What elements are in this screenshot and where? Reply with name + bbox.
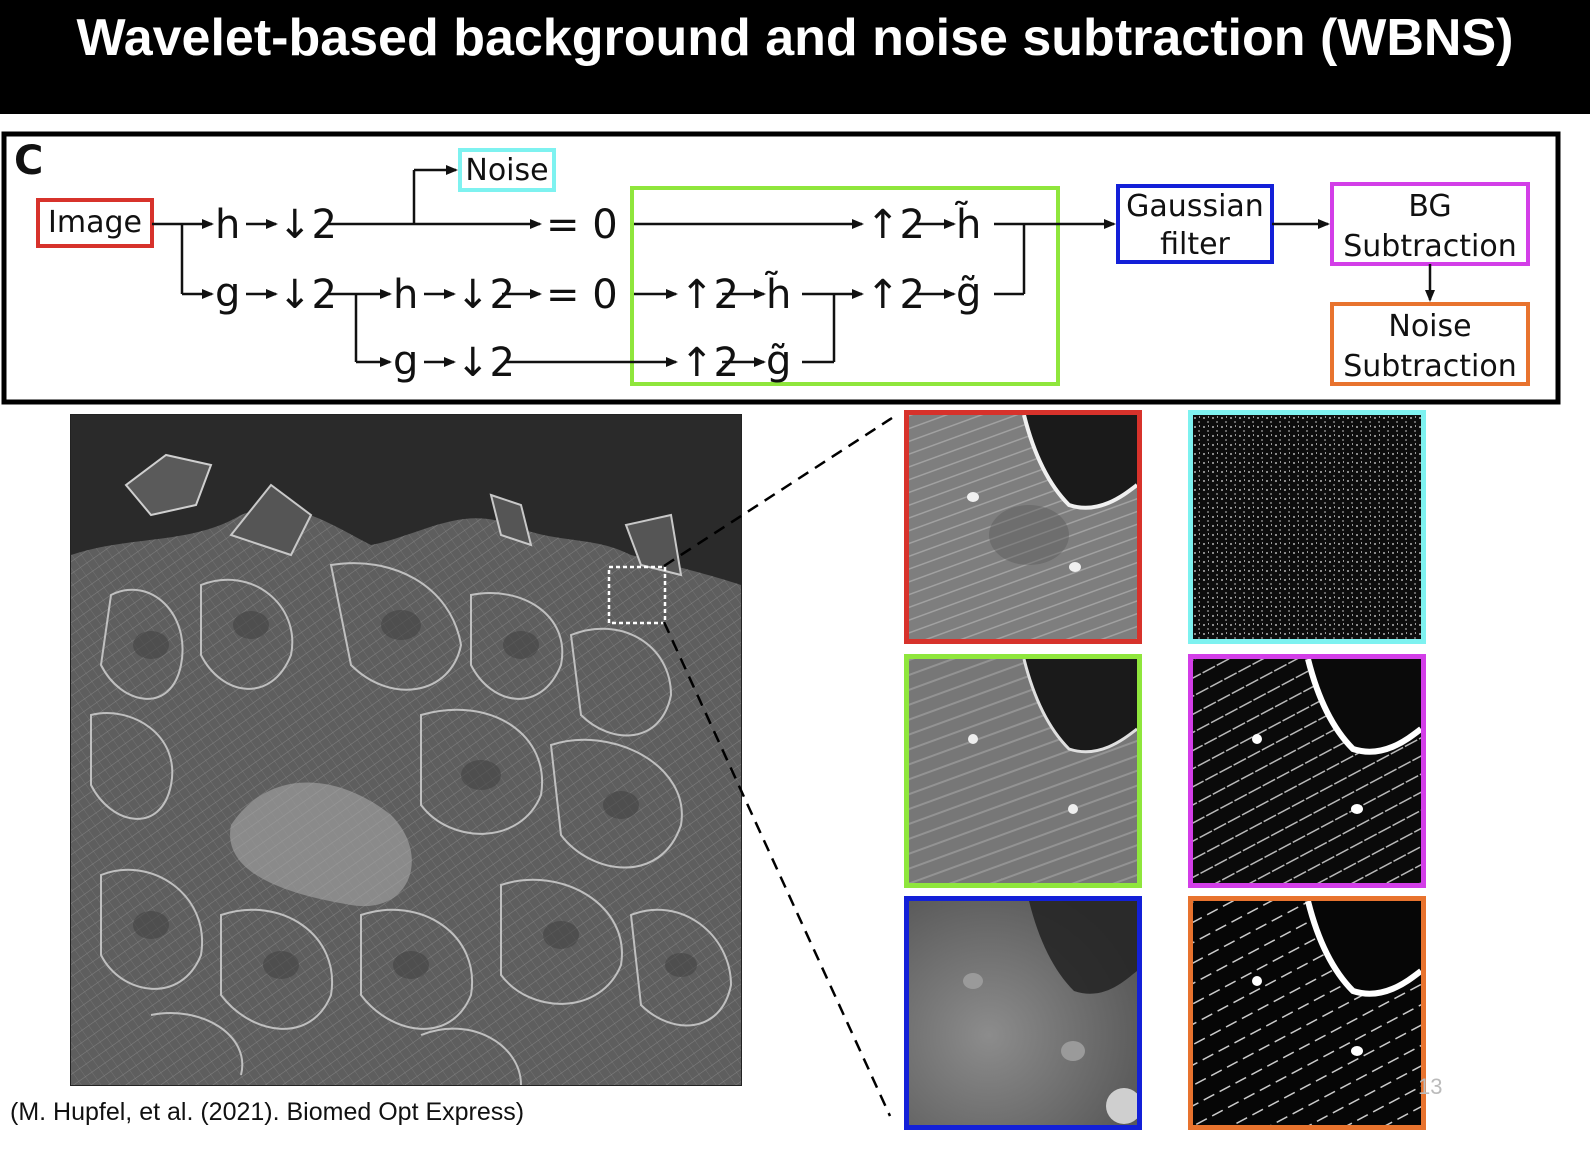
microscopy-image xyxy=(70,414,742,1086)
op-eq0-top: = 0 xyxy=(546,202,618,248)
op-up2-bottom: ↑2 xyxy=(680,340,739,386)
op-htilde-mid: h̃ xyxy=(764,270,791,318)
tile-noise xyxy=(1188,410,1426,644)
title-bar: Wavelet-based background and noise subtr… xyxy=(0,0,1590,114)
diagram-frame xyxy=(1,131,1561,405)
op-g-level2: g xyxy=(393,338,418,384)
tile-bg-subtraction xyxy=(1188,654,1426,888)
tile-reconstruction xyxy=(904,654,1142,888)
noise-subtraction-label-2: Subtraction xyxy=(1343,349,1517,384)
tile-image xyxy=(904,410,1142,644)
op-h-level1: h xyxy=(215,202,240,248)
op-h-level2: h xyxy=(393,272,418,318)
op-down2-level2-top: ↓2 xyxy=(456,272,515,318)
bg-subtraction-label-2: Subtraction xyxy=(1343,229,1517,264)
noise-subtraction-label-1: Noise xyxy=(1388,309,1471,344)
op-gtilde-bottom: g̃ xyxy=(766,338,791,384)
gaussian-filter-label-1: Gaussian xyxy=(1126,189,1264,224)
op-down2-level1-top: ↓2 xyxy=(278,202,337,248)
wbns-flow-diagram: C Image Noise Gaussian filter BG Subtrac… xyxy=(1,131,1561,405)
bg-subtraction-label-1: BG xyxy=(1408,189,1451,224)
op-htilde-top: h̃ xyxy=(954,200,981,248)
op-g-level1: g xyxy=(215,270,240,316)
op-up2-mid: ↑2 xyxy=(680,272,739,318)
op-up2-right: ↑2 xyxy=(866,272,925,318)
zoom-roi xyxy=(607,565,667,625)
op-gtilde-right: g̃ xyxy=(956,270,981,316)
tile-noise-subtraction xyxy=(1188,896,1426,1130)
op-up2-top: ↑2 xyxy=(866,202,925,248)
panel-label: C xyxy=(14,138,43,184)
gaussian-filter-box xyxy=(1116,184,1274,264)
citation: (M. Hupfel, et al. (2021). Biomed Opt Ex… xyxy=(10,1098,525,1126)
image-box-label: Image xyxy=(48,205,142,240)
noise-box xyxy=(458,148,556,192)
noise-subtraction-box xyxy=(1330,302,1530,386)
op-eq0-mid: = 0 xyxy=(546,272,618,318)
tile-gaussian xyxy=(904,896,1142,1130)
page-number: 13 xyxy=(1418,1074,1443,1099)
noise-box-label: Noise xyxy=(465,153,548,188)
op-down2-level1-bottom: ↓2 xyxy=(278,272,337,318)
op-down2-level2-bottom: ↓2 xyxy=(456,340,515,386)
gaussian-filter-label-2: filter xyxy=(1160,227,1230,262)
page-title: Wavelet-based background and noise subtr… xyxy=(76,9,1514,67)
reconstruction-box xyxy=(630,186,1060,386)
